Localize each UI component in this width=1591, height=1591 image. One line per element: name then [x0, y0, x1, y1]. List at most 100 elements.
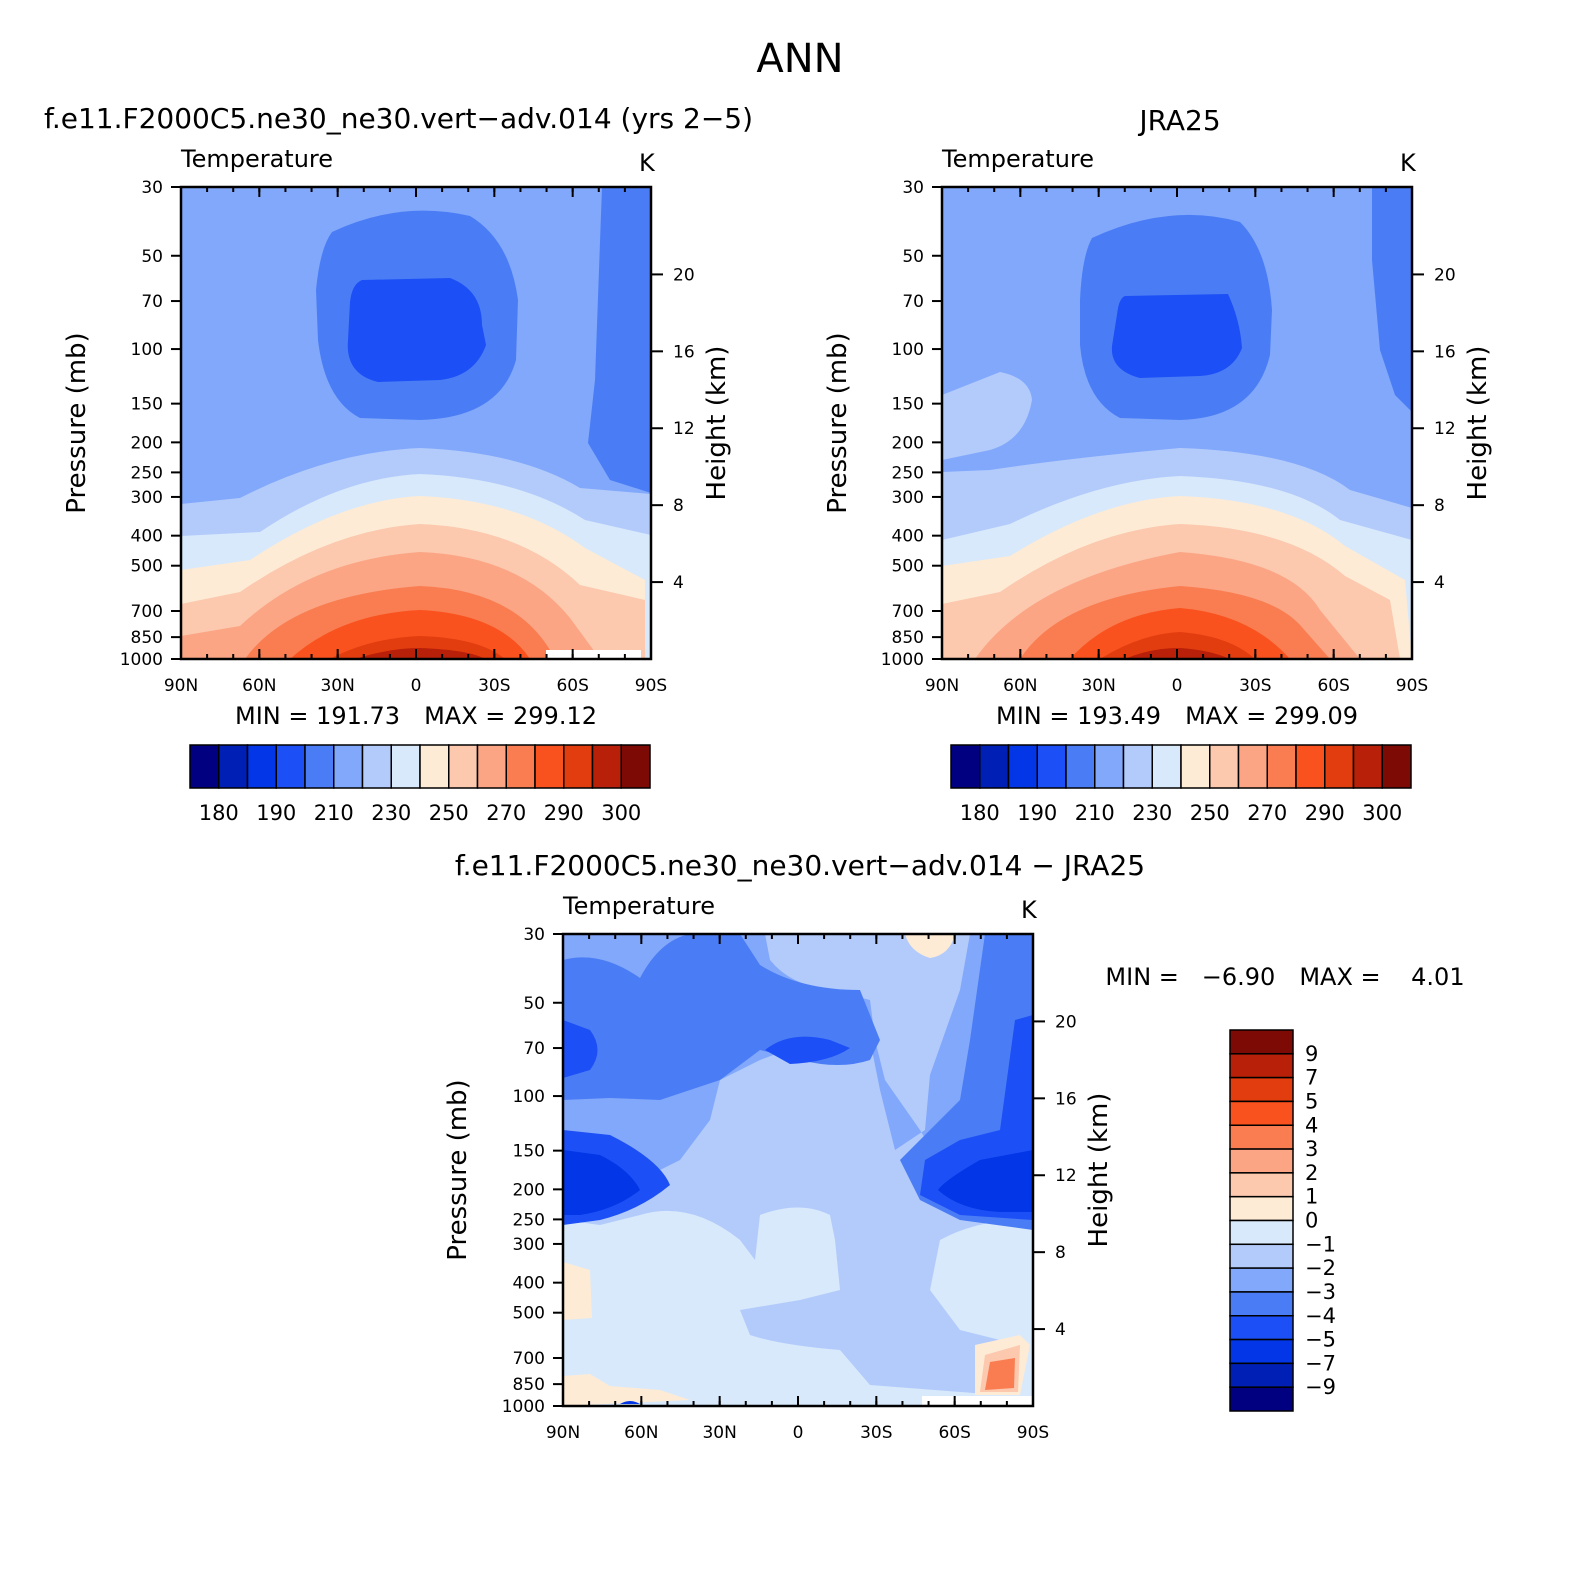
y-tick-label: 100	[513, 1087, 545, 1107]
colorbar-label: −2	[1305, 1256, 1336, 1280]
y-tick-label: 150	[513, 1142, 545, 1162]
colorbar-swatch	[1324, 744, 1355, 789]
colorbar-label: 190	[256, 801, 296, 825]
colorbar-label: 190	[1017, 801, 1057, 825]
contour-band-model-polar-south	[588, 187, 651, 493]
x-tick-label: 60S	[938, 1423, 970, 1443]
colorbar-swatch	[218, 744, 249, 789]
colorbar-label: −7	[1305, 1351, 1336, 1375]
y-tick-label: 400	[513, 1274, 545, 1294]
y2-tick-label: 4	[1055, 1320, 1066, 1340]
y-tick-label: 1000	[502, 1397, 545, 1417]
y2-tick-label: 8	[1055, 1243, 1066, 1263]
contour-band-diff-m5-nh	[563, 1150, 640, 1215]
minmax-model: MIN = 191.73 MAX = 299.12	[235, 702, 597, 730]
colorbar-swatch	[275, 744, 306, 789]
colorbar-swatch	[505, 744, 536, 789]
x-tick-label: 0	[793, 1423, 804, 1443]
colorbar-swatch	[1352, 744, 1383, 789]
y-tick-label: 30	[902, 178, 924, 198]
colorbar-label: 250	[1190, 801, 1230, 825]
colorbar-swatch	[563, 744, 594, 789]
x-tick-label: 60N	[624, 1423, 658, 1443]
y-tick-label: 1000	[881, 650, 924, 670]
minmax-diff: MIN = −6.90 MAX = 4.01	[1105, 963, 1464, 991]
colorbar-swatch	[1229, 1386, 1294, 1412]
colorbar-swatch	[979, 744, 1010, 789]
panel-diff	[563, 934, 1033, 1406]
y-tick-label: 850	[131, 628, 163, 648]
y-tick-label: 500	[513, 1304, 545, 1324]
y-tick-label: 200	[513, 1180, 545, 1200]
axes-diff: 90N 60N 30N 0 30S 60S 90S 30 50 70 100 150 200 250 300…	[443, 892, 1114, 1443]
colorbar-model: 180 190 210 230 250 270 290 300	[189, 744, 651, 825]
max-label-diff: MAX = 4.01	[1299, 963, 1464, 991]
x-tick-label: 60N	[242, 676, 276, 696]
x-tick-label: 90S	[635, 676, 667, 696]
minmax-obs: MIN = 193.49 MAX = 299.09	[996, 702, 1358, 730]
y-tick-label: 400	[131, 527, 163, 547]
colorbar-swatch	[591, 744, 622, 789]
colorbar-label: 180	[960, 801, 1000, 825]
colorbar-label: −9	[1305, 1375, 1336, 1399]
y2-tick-label: 16	[673, 342, 695, 362]
x-tick-label: 90S	[1396, 676, 1428, 696]
panel-title-obs: JRA25	[1137, 104, 1220, 137]
min-label-model: MIN = 191.73	[235, 702, 400, 730]
colorbar-swatch	[361, 744, 392, 789]
contour-band-model-300	[355, 648, 485, 659]
colorbar-swatch	[476, 744, 507, 789]
colorbar-swatch	[1229, 1124, 1294, 1150]
max-label-obs: MAX = 299.09	[1185, 702, 1358, 730]
y-tick-label: 300	[131, 488, 163, 508]
y-tick-label: 400	[892, 527, 924, 547]
contour-band-obs-tropopause-inner	[1111, 294, 1242, 378]
y-tick-label: 150	[131, 395, 163, 415]
colorbar-swatch	[950, 744, 981, 789]
figure-title: ANN	[756, 36, 843, 82]
x-tick-label: 0	[1172, 676, 1183, 696]
x-tick-label: 30N	[702, 1423, 736, 1443]
colorbar-swatch	[1122, 744, 1153, 789]
y-tick-label: 100	[131, 340, 163, 360]
y-tick-label: 250	[131, 463, 163, 483]
y2-tick-label: 20	[673, 265, 695, 285]
colorbar-swatch	[1229, 1338, 1294, 1365]
colorbar-swatch	[1229, 1267, 1294, 1293]
colorbar-swatch	[1229, 1195, 1294, 1222]
colorbar-swatch	[304, 744, 335, 789]
y-tick-label: 700	[131, 602, 163, 622]
contour-band-diff-m4-mid	[765, 1036, 850, 1064]
y-axis-label: Pressure (mb)	[823, 332, 853, 513]
colorbar-swatch	[1209, 744, 1240, 789]
y-tick-label: 500	[892, 557, 924, 577]
contour-band-obs-polar-north-light	[942, 372, 1032, 460]
colorbar-label: 3	[1305, 1137, 1318, 1161]
y2-axis-label: Height (km)	[1084, 1093, 1114, 1248]
colorbar-label: 270	[1247, 801, 1287, 825]
x-tick-label: 90N	[925, 676, 959, 696]
y-tick-label: 50	[902, 247, 924, 267]
colorbar-swatch	[1036, 744, 1067, 789]
colorbar-label: 4	[1305, 1113, 1318, 1137]
colorbar-swatch	[1229, 1362, 1294, 1388]
y-tick-label: 300	[513, 1235, 545, 1255]
colorbar-swatch	[1381, 744, 1412, 789]
y-tick-label: 850	[892, 628, 924, 648]
colorbar-swatch	[1229, 1148, 1294, 1174]
colorbar-label: 230	[371, 801, 411, 825]
colorbar-swatch	[1295, 744, 1326, 789]
y-tick-label: 50	[141, 247, 163, 267]
y-axis-label: Pressure (mb)	[443, 1079, 473, 1260]
x-tick-label: 90S	[1017, 1423, 1049, 1443]
y-tick-label: 100	[892, 340, 924, 360]
units-label: K	[639, 149, 656, 177]
y2-tick-label: 16	[1055, 1089, 1077, 1109]
y-tick-label: 300	[892, 488, 924, 508]
min-label-obs: MIN = 193.49	[996, 702, 1161, 730]
colorbar-swatch	[1229, 1291, 1294, 1317]
y-tick-label: 500	[131, 557, 163, 577]
colorbar-label: 290	[1305, 801, 1345, 825]
x-tick-label: 90N	[546, 1423, 580, 1443]
